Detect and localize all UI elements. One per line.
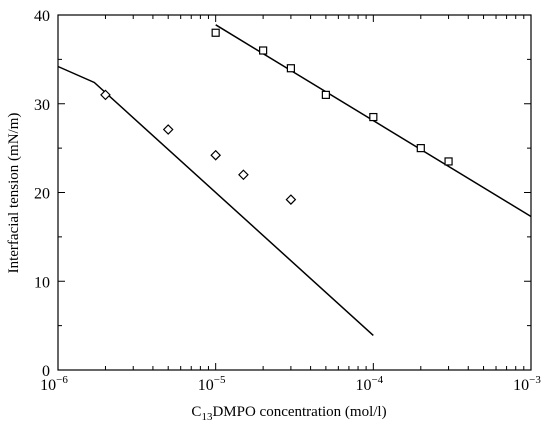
square-marker xyxy=(369,112,378,122)
x-tick-label: 10−6 xyxy=(40,374,68,394)
y-tick-label: 40 xyxy=(34,8,50,25)
x-axis-label-rest: DMPO concentration (mol/l) xyxy=(212,404,386,420)
y-axis-label: Interfacial tension (mN/m) xyxy=(6,113,22,274)
x-tick-label: 10−3 xyxy=(513,374,541,394)
square-marker xyxy=(286,64,295,73)
diamond-marker xyxy=(100,89,111,101)
square-marker xyxy=(211,28,220,37)
diamond-fit-line xyxy=(57,65,374,336)
diamond-marker xyxy=(162,124,174,135)
square-marker xyxy=(444,157,453,166)
x-axis-label-prefix: C xyxy=(191,404,201,420)
square-marker xyxy=(321,90,330,99)
data-markers xyxy=(100,28,453,205)
diamond-marker xyxy=(285,194,297,205)
diamond-marker xyxy=(238,169,249,181)
y-tick-label: 20 xyxy=(34,186,50,203)
x-tick-label: 10−4 xyxy=(355,374,383,394)
y-tick-label: 0 xyxy=(42,363,50,380)
x-axis-label-subscript: 13 xyxy=(201,411,213,423)
square-marker xyxy=(259,46,268,55)
diamond-marker xyxy=(210,149,222,161)
x-tick-label: 10−5 xyxy=(198,374,226,394)
y-tick-label: 30 xyxy=(34,97,50,114)
y-axis: 0 10 20 30 40 xyxy=(34,8,531,380)
x-axis: 10−6 10−5 10−4 10−3 xyxy=(40,15,541,394)
square-marker xyxy=(416,144,425,153)
y-tick-label: 10 xyxy=(34,274,50,291)
x-axis-label: C13DMPO concentration (mol/l) xyxy=(191,404,386,423)
